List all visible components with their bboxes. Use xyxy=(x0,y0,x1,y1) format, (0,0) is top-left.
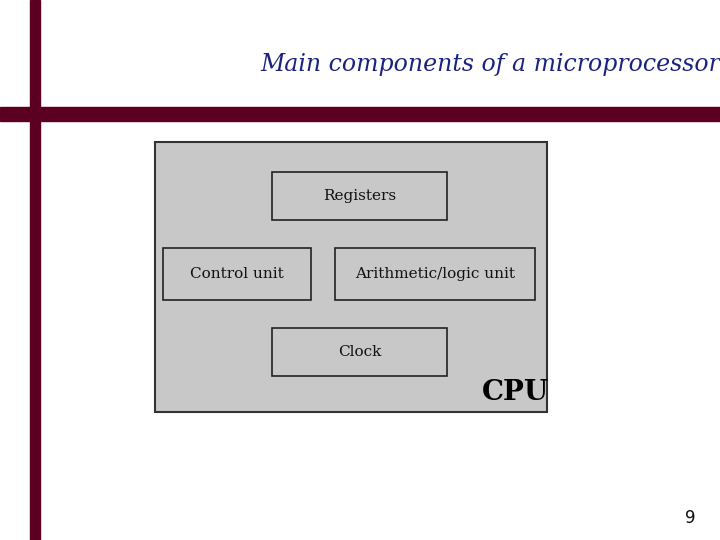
Bar xyxy=(163,248,311,300)
Bar xyxy=(272,328,447,376)
Bar xyxy=(335,248,535,300)
Text: Main components of a microprocessor: Main components of a microprocessor xyxy=(260,53,720,77)
Bar xyxy=(155,142,547,412)
Bar xyxy=(30,0,40,540)
Text: Registers: Registers xyxy=(323,189,396,203)
Text: 9: 9 xyxy=(685,509,695,527)
Bar xyxy=(0,107,720,121)
Text: Control unit: Control unit xyxy=(190,267,284,281)
Text: Clock: Clock xyxy=(338,345,381,359)
Bar xyxy=(272,172,447,220)
Text: Arithmetic/logic unit: Arithmetic/logic unit xyxy=(355,267,515,281)
Text: CPU: CPU xyxy=(482,379,549,406)
